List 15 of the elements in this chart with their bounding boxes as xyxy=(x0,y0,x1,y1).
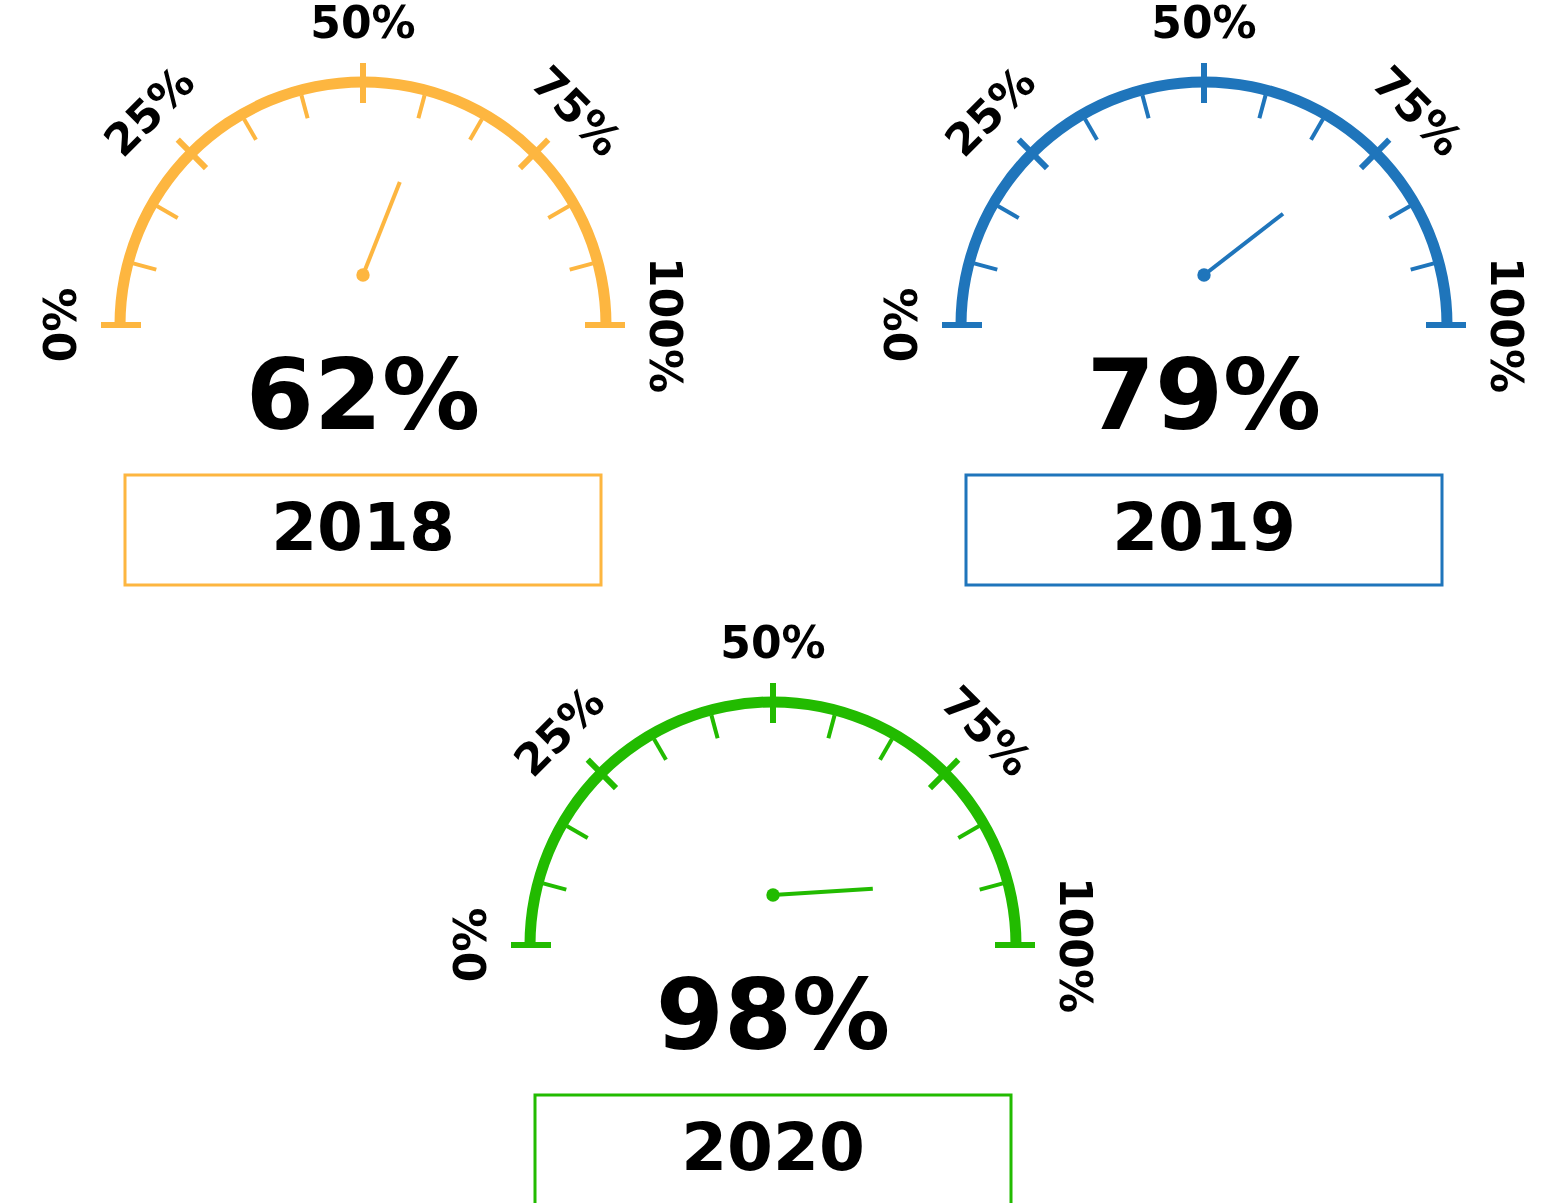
text: 50% xyxy=(720,617,826,668)
text: 100% xyxy=(640,257,691,393)
text: 0% xyxy=(35,287,86,363)
data-label: 62% xyxy=(245,338,481,452)
text: 2019 xyxy=(1112,489,1296,566)
text: 2018 xyxy=(271,489,455,566)
text: 2020 xyxy=(681,1109,865,1186)
data-label: 98% xyxy=(655,958,891,1072)
data-label: 79% xyxy=(1086,338,1322,452)
text: 0% xyxy=(445,907,496,983)
text: 50% xyxy=(1151,0,1257,48)
text: 100% xyxy=(1050,877,1101,1013)
text: 100% xyxy=(1481,257,1532,393)
text: 50% xyxy=(310,0,416,48)
text: 0% xyxy=(876,287,927,363)
